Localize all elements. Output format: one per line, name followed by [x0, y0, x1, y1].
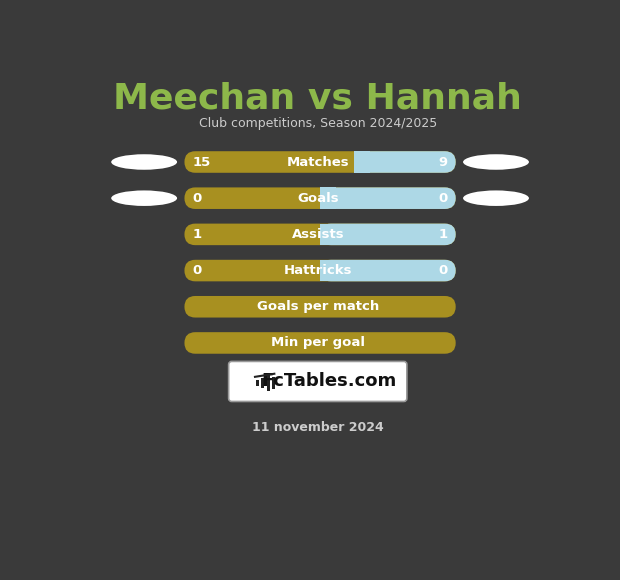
- Text: 1: 1: [192, 228, 202, 241]
- Text: Club competitions, Season 2024/2025: Club competitions, Season 2024/2025: [198, 117, 437, 130]
- Text: 0: 0: [192, 192, 202, 205]
- FancyBboxPatch shape: [320, 260, 456, 281]
- Ellipse shape: [463, 190, 529, 206]
- Ellipse shape: [463, 154, 529, 170]
- Text: 15: 15: [192, 155, 210, 169]
- Bar: [320, 224, 336, 245]
- Text: Matches: Matches: [286, 155, 349, 169]
- Text: 9: 9: [439, 155, 448, 169]
- FancyBboxPatch shape: [354, 151, 456, 173]
- Text: 0: 0: [439, 192, 448, 205]
- Text: 0: 0: [439, 264, 448, 277]
- FancyBboxPatch shape: [185, 187, 456, 209]
- Ellipse shape: [111, 190, 177, 206]
- Text: Min per goal: Min per goal: [271, 336, 365, 349]
- Text: Assists: Assists: [291, 228, 344, 241]
- Text: 0: 0: [192, 264, 202, 277]
- Bar: [272, 377, 275, 389]
- Text: Goals: Goals: [297, 192, 339, 205]
- Bar: [267, 375, 270, 391]
- Text: Goals per match: Goals per match: [257, 300, 379, 313]
- Bar: [320, 260, 336, 281]
- Bar: [261, 378, 264, 389]
- Text: FcTables.com: FcTables.com: [262, 372, 397, 390]
- FancyBboxPatch shape: [185, 332, 456, 354]
- Text: 11 november 2024: 11 november 2024: [252, 421, 384, 434]
- FancyBboxPatch shape: [320, 224, 456, 245]
- Text: 1: 1: [439, 228, 448, 241]
- FancyBboxPatch shape: [185, 296, 456, 317]
- FancyBboxPatch shape: [320, 187, 456, 209]
- Ellipse shape: [111, 154, 177, 170]
- FancyBboxPatch shape: [185, 151, 456, 173]
- Bar: [354, 151, 370, 173]
- FancyBboxPatch shape: [185, 224, 456, 245]
- Bar: [320, 187, 336, 209]
- FancyBboxPatch shape: [185, 260, 456, 281]
- Bar: [255, 380, 259, 386]
- Text: Hattricks: Hattricks: [283, 264, 352, 277]
- FancyBboxPatch shape: [229, 361, 407, 401]
- Text: Meechan vs Hannah: Meechan vs Hannah: [113, 81, 522, 115]
